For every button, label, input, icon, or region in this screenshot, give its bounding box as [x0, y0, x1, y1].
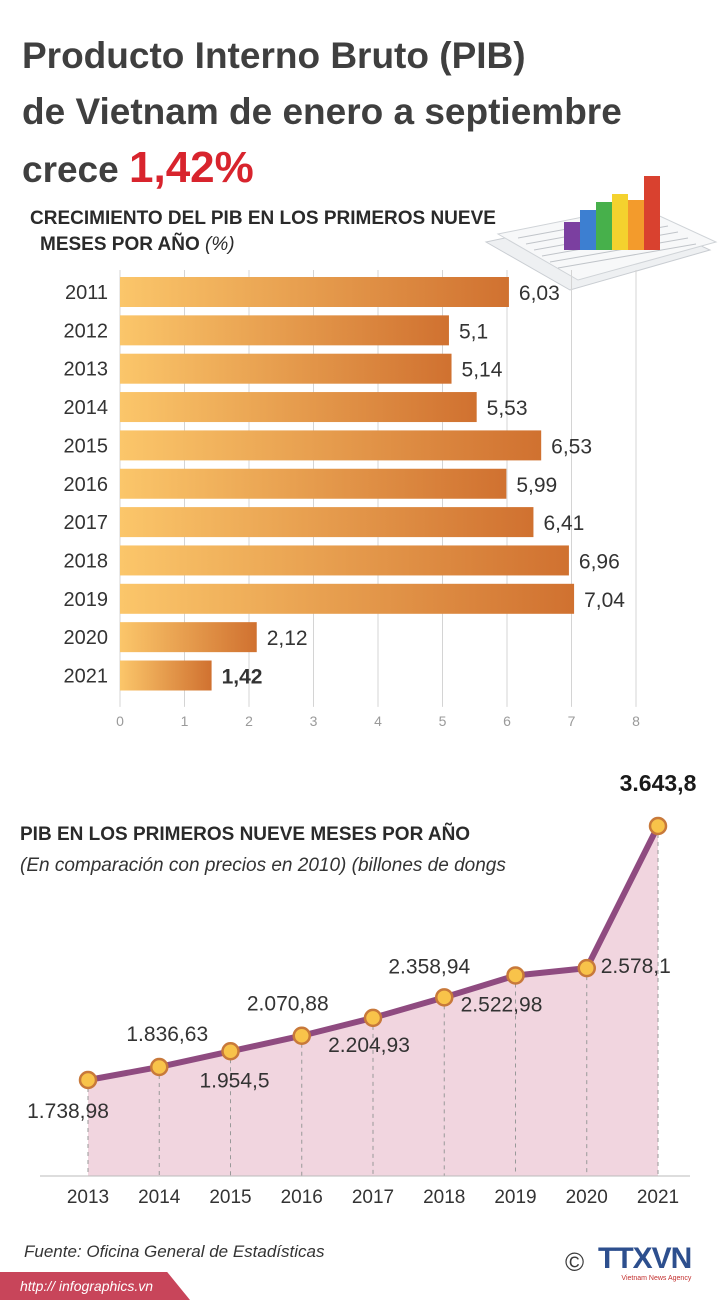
bar-value-label: 6,96	[579, 550, 620, 573]
data-point	[506, 966, 525, 985]
bar-chart-title-line2-wrap: MESES POR AÑO (%)	[30, 232, 496, 258]
x-tick-label: 2019	[494, 1187, 536, 1208]
x-tick-label: 3	[310, 713, 318, 729]
bar-value-label: 6,53	[551, 435, 592, 458]
bar-value-label: 5,1	[459, 320, 488, 343]
line-chart-title: PIB EN LOS PRIMEROS NUEVE MESES POR AÑO	[20, 824, 471, 845]
title-line-2: de Vietnam de enero a septiembre	[22, 91, 622, 132]
point-value-label: 2.070,88	[247, 993, 329, 1016]
source-note: Fuente: Oficina General de Estadísticas	[24, 1242, 325, 1261]
bar	[120, 392, 477, 423]
agency-logo: TTXVN Vietnam News Agency	[598, 1242, 692, 1283]
data-point	[78, 1070, 98, 1090]
bar-chart-title-line1: CRECIMIENTO DEL PIB EN LOS PRIMEROS NUEV…	[30, 208, 496, 229]
agency-logo-subtitle: Vietnam News Agency	[621, 1275, 692, 1282]
y-category-label: 2020	[64, 627, 109, 649]
bar-value-label: 5,99	[516, 474, 557, 497]
y-category-label: 2013	[64, 359, 109, 381]
data-point	[577, 958, 596, 978]
data-point	[150, 1057, 169, 1077]
website-link[interactable]: http:// infographics.vn	[20, 1278, 154, 1294]
x-tick-label: 2021	[637, 1187, 679, 1208]
x-tick-label: 2018	[423, 1187, 465, 1208]
bar	[120, 277, 509, 307]
bar	[120, 468, 507, 499]
data-point	[435, 988, 454, 1007]
y-category-label: 2011	[65, 282, 108, 304]
url-banner	[0, 1272, 190, 1300]
bar	[120, 507, 534, 538]
x-tick-label: 2015	[209, 1187, 251, 1208]
x-tick-label: 2013	[67, 1187, 109, 1208]
x-tick-label: 2014	[138, 1187, 181, 1208]
point-value-label: 2.578,1	[601, 955, 671, 978]
bar	[120, 430, 542, 461]
x-tick-label: 5	[439, 713, 447, 729]
point-value-label: 2.522,98	[461, 993, 543, 1016]
page-title: Producto Interno Bruto (PIB) de Vietnam …	[22, 28, 622, 198]
chart-illustration-icon	[484, 176, 718, 291]
y-category-label: 2019	[64, 589, 109, 611]
y-category-label: 2018	[64, 550, 109, 572]
x-tick-label: 6	[503, 713, 511, 729]
point-value-label: 3.643,8	[620, 770, 697, 796]
data-point	[292, 1026, 311, 1045]
bar	[120, 583, 575, 614]
y-category-label: 2021	[64, 666, 109, 688]
x-tick-label: 2016	[281, 1187, 323, 1208]
bar-value-label: 6,03	[519, 282, 560, 305]
x-tick-label: 7	[568, 713, 576, 729]
x-tick-label: 0	[116, 713, 124, 729]
y-category-label: 2017	[64, 512, 109, 534]
line-chart-subtitle: (En comparación con precios en 2010) (bi…	[20, 855, 506, 876]
title-line-3: crece 1,42%	[22, 140, 622, 198]
bar	[120, 353, 452, 384]
point-value-label: 1.738,98	[27, 1100, 109, 1123]
x-tick-label: 2	[245, 713, 253, 729]
x-tick-label: 2020	[566, 1187, 608, 1208]
copyright-icon: ©	[565, 1247, 585, 1277]
x-tick-label: 1	[181, 713, 189, 729]
agency-logo-text: TTXVN	[598, 1242, 692, 1275]
title-prefix: crece	[22, 149, 119, 190]
y-category-label: 2016	[64, 474, 109, 496]
x-tick-label: 8	[632, 713, 640, 729]
data-point	[221, 1042, 240, 1061]
gdp-area-chart: 1.738,98 1.836,63 1.954,5 2.070,88 2.204,93 2…	[27, 770, 697, 1208]
title-line-1: Producto Interno Bruto (PIB)	[22, 35, 526, 76]
bar	[120, 545, 569, 576]
x-tick-label: 2017	[352, 1187, 394, 1208]
bar	[120, 622, 257, 653]
x-tick-label: 4	[374, 713, 382, 729]
gdp-growth-bar-chart: 0 1 2 3 4 5 6 7 8 2011 6,03 2012 5,1 2013 5,14 2014 5,5…	[64, 270, 640, 729]
bar-value-label: 6,41	[543, 512, 584, 535]
title-highlight: 1,42%	[129, 143, 254, 192]
bar	[120, 315, 449, 346]
bar-chart-title-line2: MESES POR AÑO	[40, 234, 200, 255]
y-category-label: 2012	[64, 320, 109, 342]
bar-value-label: 2,12	[267, 627, 308, 650]
bar-value-label: 1,42	[222, 666, 263, 689]
bar-chart-unit: (%)	[205, 234, 235, 255]
y-category-label: 2014	[64, 397, 109, 419]
data-point	[363, 1008, 383, 1028]
point-value-label: 1.954,5	[199, 1069, 269, 1092]
bar-chart-title: CRECIMIENTO DEL PIB EN LOS PRIMEROS NUEV…	[30, 206, 496, 258]
point-value-label: 2.358,94	[388, 955, 470, 978]
point-value-label: 1.836,63	[126, 1023, 208, 1046]
point-value-label: 2.204,93	[328, 1034, 410, 1057]
bar	[120, 660, 212, 691]
data-point	[648, 816, 668, 836]
bar-value-label: 5,53	[487, 397, 528, 420]
bar-value-label: 7,04	[584, 589, 625, 612]
bar-value-label: 5,14	[462, 359, 503, 382]
y-category-label: 2015	[64, 435, 109, 457]
